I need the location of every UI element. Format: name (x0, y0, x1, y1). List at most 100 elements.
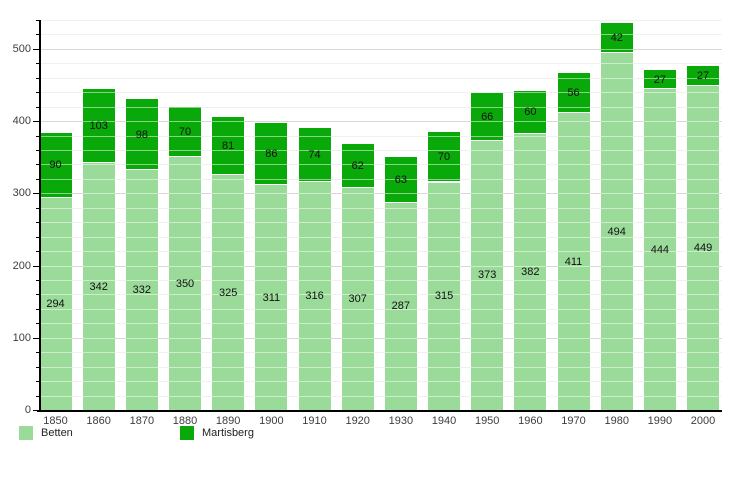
y-axis-tick (36, 222, 39, 224)
gridline-overlay (41, 294, 722, 296)
bar-value-betten: 316 (305, 289, 324, 302)
bar-value-martisberg: 70 (178, 125, 192, 138)
y-axis-tick (33, 193, 39, 195)
legend-swatch-betten (19, 426, 33, 440)
bar-value-betten: 325 (218, 286, 238, 299)
gridline-overlay (41, 20, 722, 21)
bar-segment-martisberg-1960 (514, 90, 547, 134)
bar-value-betten: 311 (262, 291, 281, 304)
bar-value-martisberg: 70 (437, 151, 451, 164)
y-axis-tick (33, 121, 39, 123)
x-tick-label: 1870 (129, 415, 155, 427)
y-axis-tick (36, 395, 39, 397)
bar-value-betten: 411 (564, 255, 583, 268)
bar-segment-betten-1960 (514, 134, 547, 410)
bar-segment-betten-1850 (39, 197, 72, 410)
y-axis-tick (36, 34, 39, 36)
gridline-overlay (41, 395, 722, 397)
gridline-overlay (41, 265, 722, 267)
y-axis-tick (36, 280, 39, 281)
bar-value-martisberg: 74 (308, 149, 321, 162)
bar-value-martisberg: 98 (135, 128, 148, 141)
bar-value-martisberg: 27 (696, 69, 710, 82)
legend-item-martisberg: Martisberg (180, 426, 254, 440)
bar-value-betten: 382 (521, 266, 540, 279)
y-tick-label: 200 (12, 259, 31, 272)
y-tick-label: 0 (24, 404, 31, 416)
y-axis-tick (33, 265, 39, 267)
y-axis-tick (36, 92, 39, 94)
x-tick-label: 1950 (474, 415, 500, 427)
x-axis (37, 410, 722, 412)
x-tick-label: 1990 (647, 415, 673, 427)
x-tick-label: 1860 (86, 415, 111, 427)
gridline-overlay (41, 323, 722, 325)
gridline-overlay (41, 236, 722, 238)
bar-segment-martisberg-1880 (169, 106, 201, 157)
bar-value-betten: 342 (89, 280, 108, 293)
y-axis-tick (36, 150, 39, 151)
legend-item-betten: Betten (19, 426, 73, 440)
bar-segment-betten-2000 (687, 85, 720, 410)
bar-value-martisberg: 63 (394, 173, 407, 186)
gridline-overlay (41, 280, 722, 281)
x-tick-label: 1930 (388, 415, 414, 427)
bar-segment-martisberg-2000 (687, 66, 720, 85)
bar-value-betten: 449 (693, 241, 713, 254)
y-axis-tick (36, 366, 39, 368)
x-tick-label: 1890 (215, 415, 241, 427)
bar-value-martisberg: 66 (481, 110, 494, 123)
x-tick-label: 1980 (604, 415, 629, 427)
gridline-overlay (41, 164, 722, 166)
y-axis-tick (36, 106, 39, 108)
bar-segment-martisberg-1980 (600, 22, 633, 53)
legend-swatch-martisberg (180, 426, 194, 440)
y-axis-tick (36, 251, 39, 253)
bar-segment-betten-1910 (298, 181, 331, 410)
bar-value-betten: 373 (478, 269, 497, 282)
bar-value-martisberg: 81 (222, 140, 235, 153)
gridline-overlay (41, 150, 722, 151)
bar-segment-betten-1970 (557, 113, 590, 410)
y-tick-label: 500 (12, 42, 31, 55)
y-axis-tick (36, 164, 39, 166)
bar-value-martisberg: 103 (89, 119, 108, 132)
bar-segment-betten-1920 (341, 188, 374, 410)
bar-segment-betten-1940 (428, 182, 461, 410)
y-axis-tick (36, 63, 39, 65)
bar-value-betten: 287 (391, 300, 411, 313)
legend-label-martisberg: Martisberg (202, 427, 254, 439)
gridline-overlay (41, 178, 722, 180)
x-tick-label: 2000 (690, 415, 716, 427)
bar-value-betten: 444 (650, 243, 670, 256)
y-tick-label: 400 (12, 115, 31, 128)
bar-value-betten: 494 (607, 225, 626, 238)
bar-value-betten: 307 (348, 293, 367, 306)
y-axis-tick (36, 178, 39, 180)
bar-value-betten: 350 (175, 277, 195, 290)
bar-segment-betten-1860 (82, 163, 115, 410)
gridline-overlay (41, 193, 722, 195)
gridline-overlay (41, 352, 722, 354)
bar-value-martisberg: 56 (567, 86, 580, 99)
y-axis-tick (33, 337, 39, 339)
bar-value-betten: 315 (434, 290, 454, 303)
gridline-overlay (41, 381, 722, 383)
gridline-overlay (41, 48, 722, 50)
bar-value-martisberg: 60 (524, 106, 537, 119)
bar-segment-martisberg-1950 (471, 92, 504, 140)
bar-value-martisberg: 42 (610, 32, 623, 45)
gridline-overlay (41, 121, 722, 123)
bar-value-martisberg: 27 (653, 73, 666, 86)
x-tick-label: 1970 (561, 415, 586, 427)
gridline-overlay (41, 207, 722, 209)
gridline-overlay (41, 135, 722, 137)
y-axis (39, 20, 41, 412)
bar-segment-martisberg-1910 (298, 128, 331, 181)
bar-value-betten: 294 (46, 297, 65, 310)
gridline-overlay (41, 92, 722, 94)
y-axis-tick (36, 207, 39, 209)
x-tick-label: 1900 (259, 415, 284, 427)
